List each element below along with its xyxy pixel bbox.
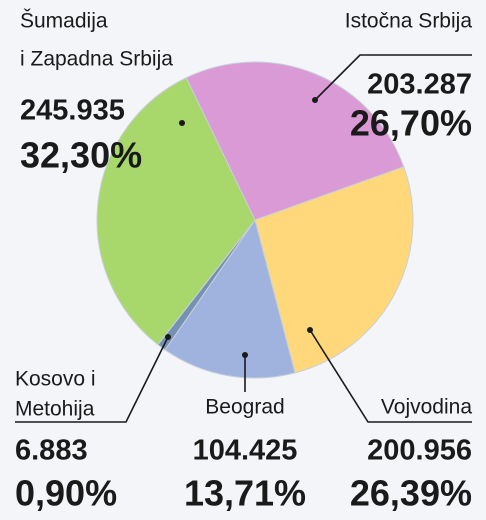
slice-label: Šumadija [20, 10, 108, 33]
slice-label: i Zapadna Srbija [20, 48, 173, 71]
count-label: 200.956 [367, 435, 472, 467]
value-label: 26,70% [350, 103, 472, 144]
pie-slice [185, 61, 405, 221]
pie-slice [164, 218, 296, 379]
leader-dot [179, 120, 185, 126]
count-label: 6.883 [15, 435, 88, 467]
value-label: 26,39% [350, 473, 472, 514]
count-label: 104.425 [193, 435, 298, 467]
pie-slice [254, 166, 414, 374]
leader-line [314, 54, 472, 101]
slice-label: Kosovo i [15, 368, 96, 391]
slice-label: Vojvodina [381, 396, 472, 419]
pie-slice [96, 77, 256, 346]
leader-dot [312, 97, 318, 103]
slice-label: Istočna Srbija [345, 10, 473, 33]
slice-label: Metohija [15, 398, 95, 421]
leader-dot [165, 334, 171, 340]
leader-line [309, 329, 472, 423]
count-label: 245.935 [20, 95, 125, 127]
leader-dot [307, 327, 313, 333]
value-label: 0,90% [15, 473, 117, 514]
leader-dot [242, 352, 248, 358]
slice-label: Beograd [205, 396, 284, 419]
count-label: 203.287 [367, 69, 472, 101]
value-label: 13,71% [184, 473, 306, 514]
leader-line [15, 336, 169, 423]
value-label: 32,30% [20, 135, 142, 176]
